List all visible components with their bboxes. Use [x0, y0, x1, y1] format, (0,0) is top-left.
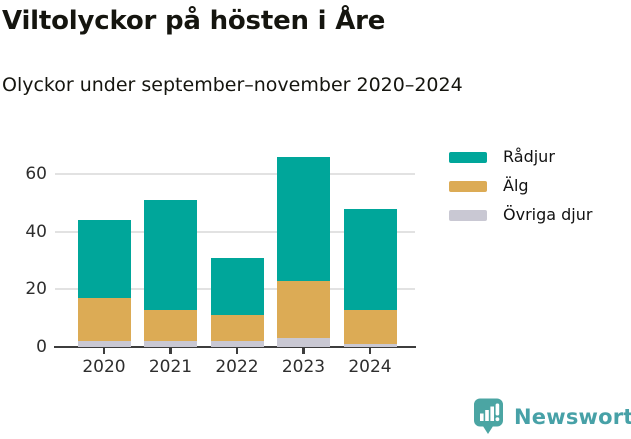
- x-tick-2023: [302, 348, 305, 354]
- newsworthy-icon: [473, 398, 504, 435]
- bar-segment-2021-Övriga djur: [144, 341, 197, 347]
- x-tick-2022: [235, 348, 239, 354]
- gridline-60: [55, 173, 415, 176]
- bar-segment-2021-Älg: [144, 309, 197, 342]
- chart-subtitle: Olyckor under september–november 2020–20…: [2, 74, 463, 96]
- bar-segment-2020-Älg: [77, 298, 131, 342]
- bar-2023: [277, 156, 330, 347]
- legend-label-Övriga djur: Övriga djur: [503, 205, 593, 224]
- bar-2022: [210, 257, 264, 347]
- bar-segment-2024-Älg: [343, 309, 397, 345]
- bar-2021: [144, 200, 197, 347]
- bar-2024: [343, 208, 397, 347]
- y-tick-label-20: 20: [25, 279, 47, 300]
- plot-area: [55, 139, 415, 347]
- bar-segment-2023-Rådjur: [277, 156, 330, 281]
- bar-segment-2024-Övriga djur: [343, 344, 397, 347]
- bar-segment-2021-Rådjur: [144, 200, 197, 310]
- bar-segment-2022-Rådjur: [210, 257, 264, 316]
- x-tick-label-2022: 2022: [215, 357, 259, 377]
- legend-swatch-Övriga djur: [449, 210, 487, 221]
- bar-2020: [77, 220, 131, 347]
- bar-segment-2020-Övriga djur: [77, 341, 131, 347]
- x-tick-label-2020: 2020: [82, 357, 126, 377]
- legend-label-Älg: Älg: [503, 176, 529, 195]
- x-tick-2020: [102, 348, 106, 354]
- newsworthy-logo-text: Newsworthy: [514, 404, 631, 429]
- legend-item-Övriga djur: Övriga djur: [449, 205, 592, 225]
- x-tick-label-2021: 2021: [148, 357, 193, 377]
- x-tick-label-2023: 2023: [281, 357, 326, 377]
- y-tick-label-40: 40: [25, 221, 47, 242]
- legend-item-Rådjur: Rådjur: [449, 147, 592, 167]
- bar-segment-2023-Älg: [277, 280, 330, 339]
- x-tick-label-2024: 2024: [348, 357, 392, 377]
- bar-segment-2023-Övriga djur: [277, 338, 330, 347]
- legend-swatch-Älg: [449, 181, 487, 192]
- y-tick-label-60: 60: [25, 164, 47, 185]
- x-tick-2021: [169, 348, 172, 354]
- bar-segment-2022-Övriga djur: [210, 341, 264, 347]
- x-tick-2024: [368, 348, 372, 354]
- bar-segment-2024-Rådjur: [343, 208, 397, 310]
- legend: Rådjur Älg Övriga djur: [449, 147, 592, 234]
- legend-label-Rådjur: Rådjur: [503, 147, 555, 166]
- chart-title: Viltolyckor på hösten i Åre: [2, 6, 386, 36]
- bar-segment-2022-Älg: [210, 315, 264, 342]
- bar-segment-2020-Rådjur: [77, 220, 131, 299]
- newsworthy-logo: Newsworthy: [473, 398, 631, 435]
- gridline-40: [55, 230, 415, 233]
- y-tick-label-0: 0: [36, 337, 47, 357]
- legend-swatch-Rådjur: [449, 152, 487, 163]
- legend-item-Älg: Älg: [449, 176, 592, 196]
